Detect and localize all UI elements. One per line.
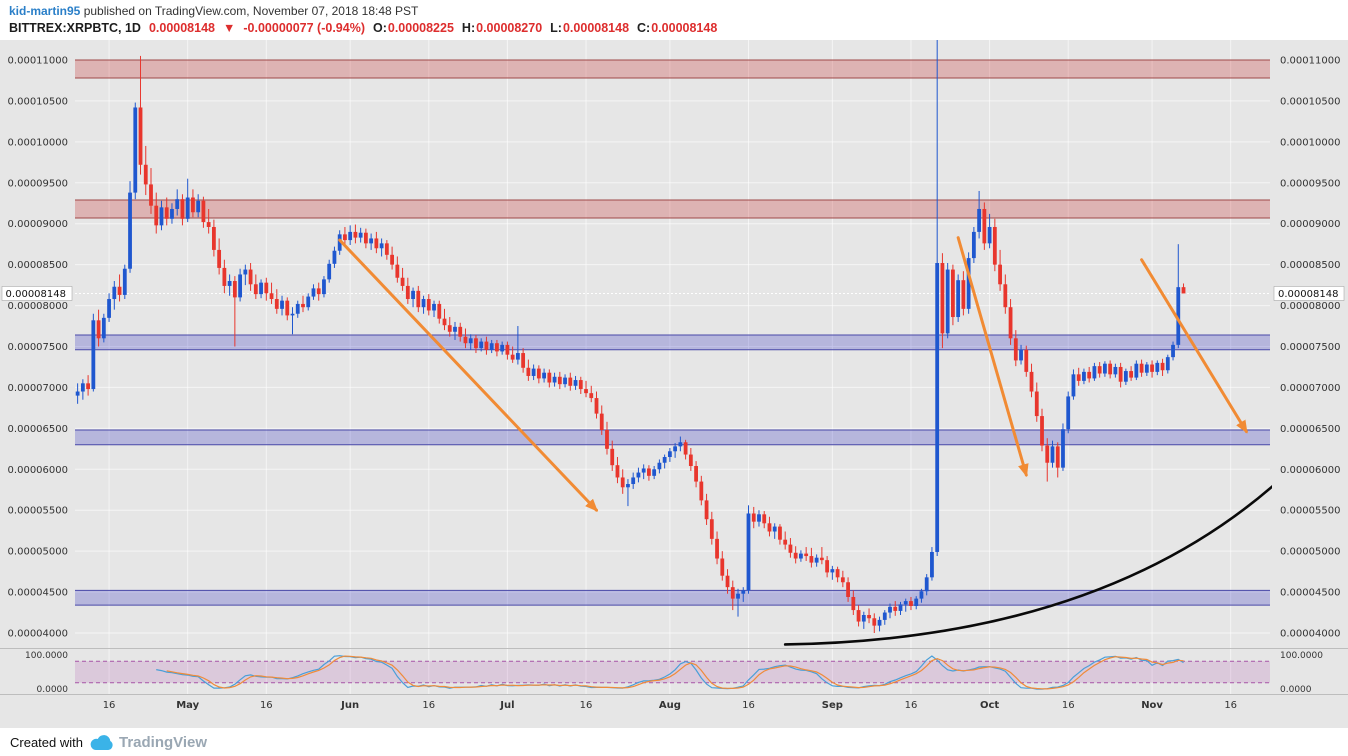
- created-with-label: Created with: [10, 734, 83, 750]
- svg-text:0.00008000: 0.00008000: [8, 301, 68, 312]
- svg-text:May: May: [176, 700, 199, 711]
- svg-text:16: 16: [1224, 700, 1237, 711]
- price-chart[interactable]: 0.00011000 0.00010500 0.00010000 0.00009500…: [0, 40, 1348, 728]
- svg-text:0.00010000: 0.00010000: [1280, 137, 1340, 148]
- svg-text:Nov: Nov: [1141, 700, 1163, 711]
- stoch-scale-labels: 100.0000 100.0000 0.0000 0.0000: [25, 651, 1323, 695]
- svg-text:0.00005000: 0.00005000: [1280, 547, 1340, 558]
- price-axis-left: 0.00011000 0.00010500 0.00010000 0.00009500…: [8, 56, 68, 640]
- publish-info-line: kid-martin95 published on TradingView.co…: [9, 4, 1348, 21]
- grid: [75, 40, 1270, 694]
- svg-text:Oct: Oct: [980, 700, 999, 711]
- support-resistance-zones: [75, 59, 1270, 606]
- svg-text:16: 16: [422, 700, 435, 711]
- svg-text:0.00007500: 0.00007500: [8, 342, 68, 353]
- published-text: published on TradingView.com, November 0…: [80, 4, 419, 18]
- stoch-d-line: [166, 655, 1184, 690]
- svg-text:0.00008148: 0.00008148: [6, 289, 66, 300]
- trend-arrows: [338, 236, 1248, 512]
- svg-text:100.0000: 100.0000: [1280, 651, 1323, 661]
- svg-text:0.00007500: 0.00007500: [1280, 342, 1340, 353]
- change-arrow-icon: ▼: [223, 21, 236, 35]
- tradingview-brand-link[interactable]: TradingView: [118, 733, 208, 751]
- svg-text:0.00009000: 0.00009000: [1280, 219, 1340, 230]
- svg-text:0.00006500: 0.00006500: [1280, 424, 1340, 435]
- symbol-title: BITTREX:XRPBTC, 1D: [9, 21, 141, 35]
- svg-text:16: 16: [742, 700, 755, 711]
- svg-text:0.00005500: 0.00005500: [1280, 506, 1340, 517]
- price-axis-right: 0.00011000 0.00010500 0.00010000 0.00009500…: [1280, 56, 1340, 640]
- svg-text:0.00005500: 0.00005500: [8, 506, 68, 517]
- svg-text:0.00011000: 0.00011000: [1280, 56, 1340, 67]
- svg-text:0.00007000: 0.00007000: [1280, 383, 1340, 394]
- high-value: H:0.00008270: [461, 21, 543, 35]
- chart-background: [0, 40, 1348, 728]
- svg-text:0.00004500: 0.00004500: [8, 588, 68, 599]
- candles: [75, 40, 1186, 633]
- svg-text:16: 16: [1062, 700, 1075, 711]
- svg-text:0.00009500: 0.00009500: [1280, 178, 1340, 189]
- last-price-value: 0.00008148: [148, 21, 215, 35]
- svg-text:0.00005000: 0.00005000: [8, 547, 68, 558]
- tradingview-logo-icon[interactable]: [89, 734, 113, 751]
- svg-text:0.00010500: 0.00010500: [8, 96, 68, 107]
- svg-text:16: 16: [103, 700, 116, 711]
- svg-text:0.00006000: 0.00006000: [8, 465, 68, 476]
- svg-text:16: 16: [260, 700, 273, 711]
- svg-text:100.0000: 100.0000: [25, 651, 68, 661]
- svg-text:0.0000: 0.0000: [1280, 685, 1312, 695]
- svg-text:0.00010500: 0.00010500: [1280, 96, 1340, 107]
- low-value: L:0.00008148: [550, 21, 630, 35]
- stoch-k-line: [156, 655, 1184, 690]
- svg-text:0.0000: 0.0000: [37, 685, 69, 695]
- svg-text:Sep: Sep: [822, 700, 843, 711]
- close-value: C:0.00008148: [637, 21, 718, 35]
- svg-text:0.00004000: 0.00004000: [8, 629, 68, 640]
- svg-text:Jul: Jul: [499, 700, 514, 711]
- svg-text:0.00004500: 0.00004500: [1280, 588, 1340, 599]
- svg-text:0.00008500: 0.00008500: [1280, 260, 1340, 271]
- svg-text:0.00006500: 0.00006500: [8, 424, 68, 435]
- svg-text:16: 16: [580, 700, 593, 711]
- svg-text:0.00009500: 0.00009500: [8, 178, 68, 189]
- stochastic-pane: [75, 655, 1270, 690]
- svg-text:Aug: Aug: [659, 700, 681, 711]
- last-price-label: 0.00008148 0.00008148: [1, 286, 1345, 301]
- time-axis: 16 May 16 Jun 16 Jul 16 Aug 16 Sep 16 Oct 16 Nov 16: [103, 700, 1237, 711]
- svg-text:16: 16: [905, 700, 918, 711]
- svg-text:0.00008000: 0.00008000: [1280, 301, 1340, 312]
- svg-text:Jun: Jun: [340, 700, 359, 711]
- svg-text:0.00008500: 0.00008500: [8, 260, 68, 271]
- svg-text:0.00010000: 0.00010000: [8, 137, 68, 148]
- trend-curve: [783, 484, 1272, 646]
- svg-text:0.00007000: 0.00007000: [8, 383, 68, 394]
- symbol-info-line: BITTREX:XRPBTC, 1D 0.00008148 ▼ -0.00000…: [9, 21, 1348, 35]
- svg-text:0.00004000: 0.00004000: [1280, 629, 1340, 640]
- svg-text:0.00008148: 0.00008148: [1278, 289, 1338, 300]
- open-value: O:0.00008225: [372, 21, 454, 35]
- footer: Created with TradingView: [0, 728, 1348, 756]
- author-link[interactable]: kid-martin95: [9, 4, 81, 18]
- svg-text:0.00006000: 0.00006000: [1280, 465, 1340, 476]
- price-change: -0.00000077 (-0.94%): [243, 21, 365, 35]
- svg-text:0.00011000: 0.00011000: [8, 56, 68, 67]
- svg-text:0.00009000: 0.00009000: [8, 219, 68, 230]
- chart-header: kid-martin95 published on TradingView.co…: [0, 0, 1348, 40]
